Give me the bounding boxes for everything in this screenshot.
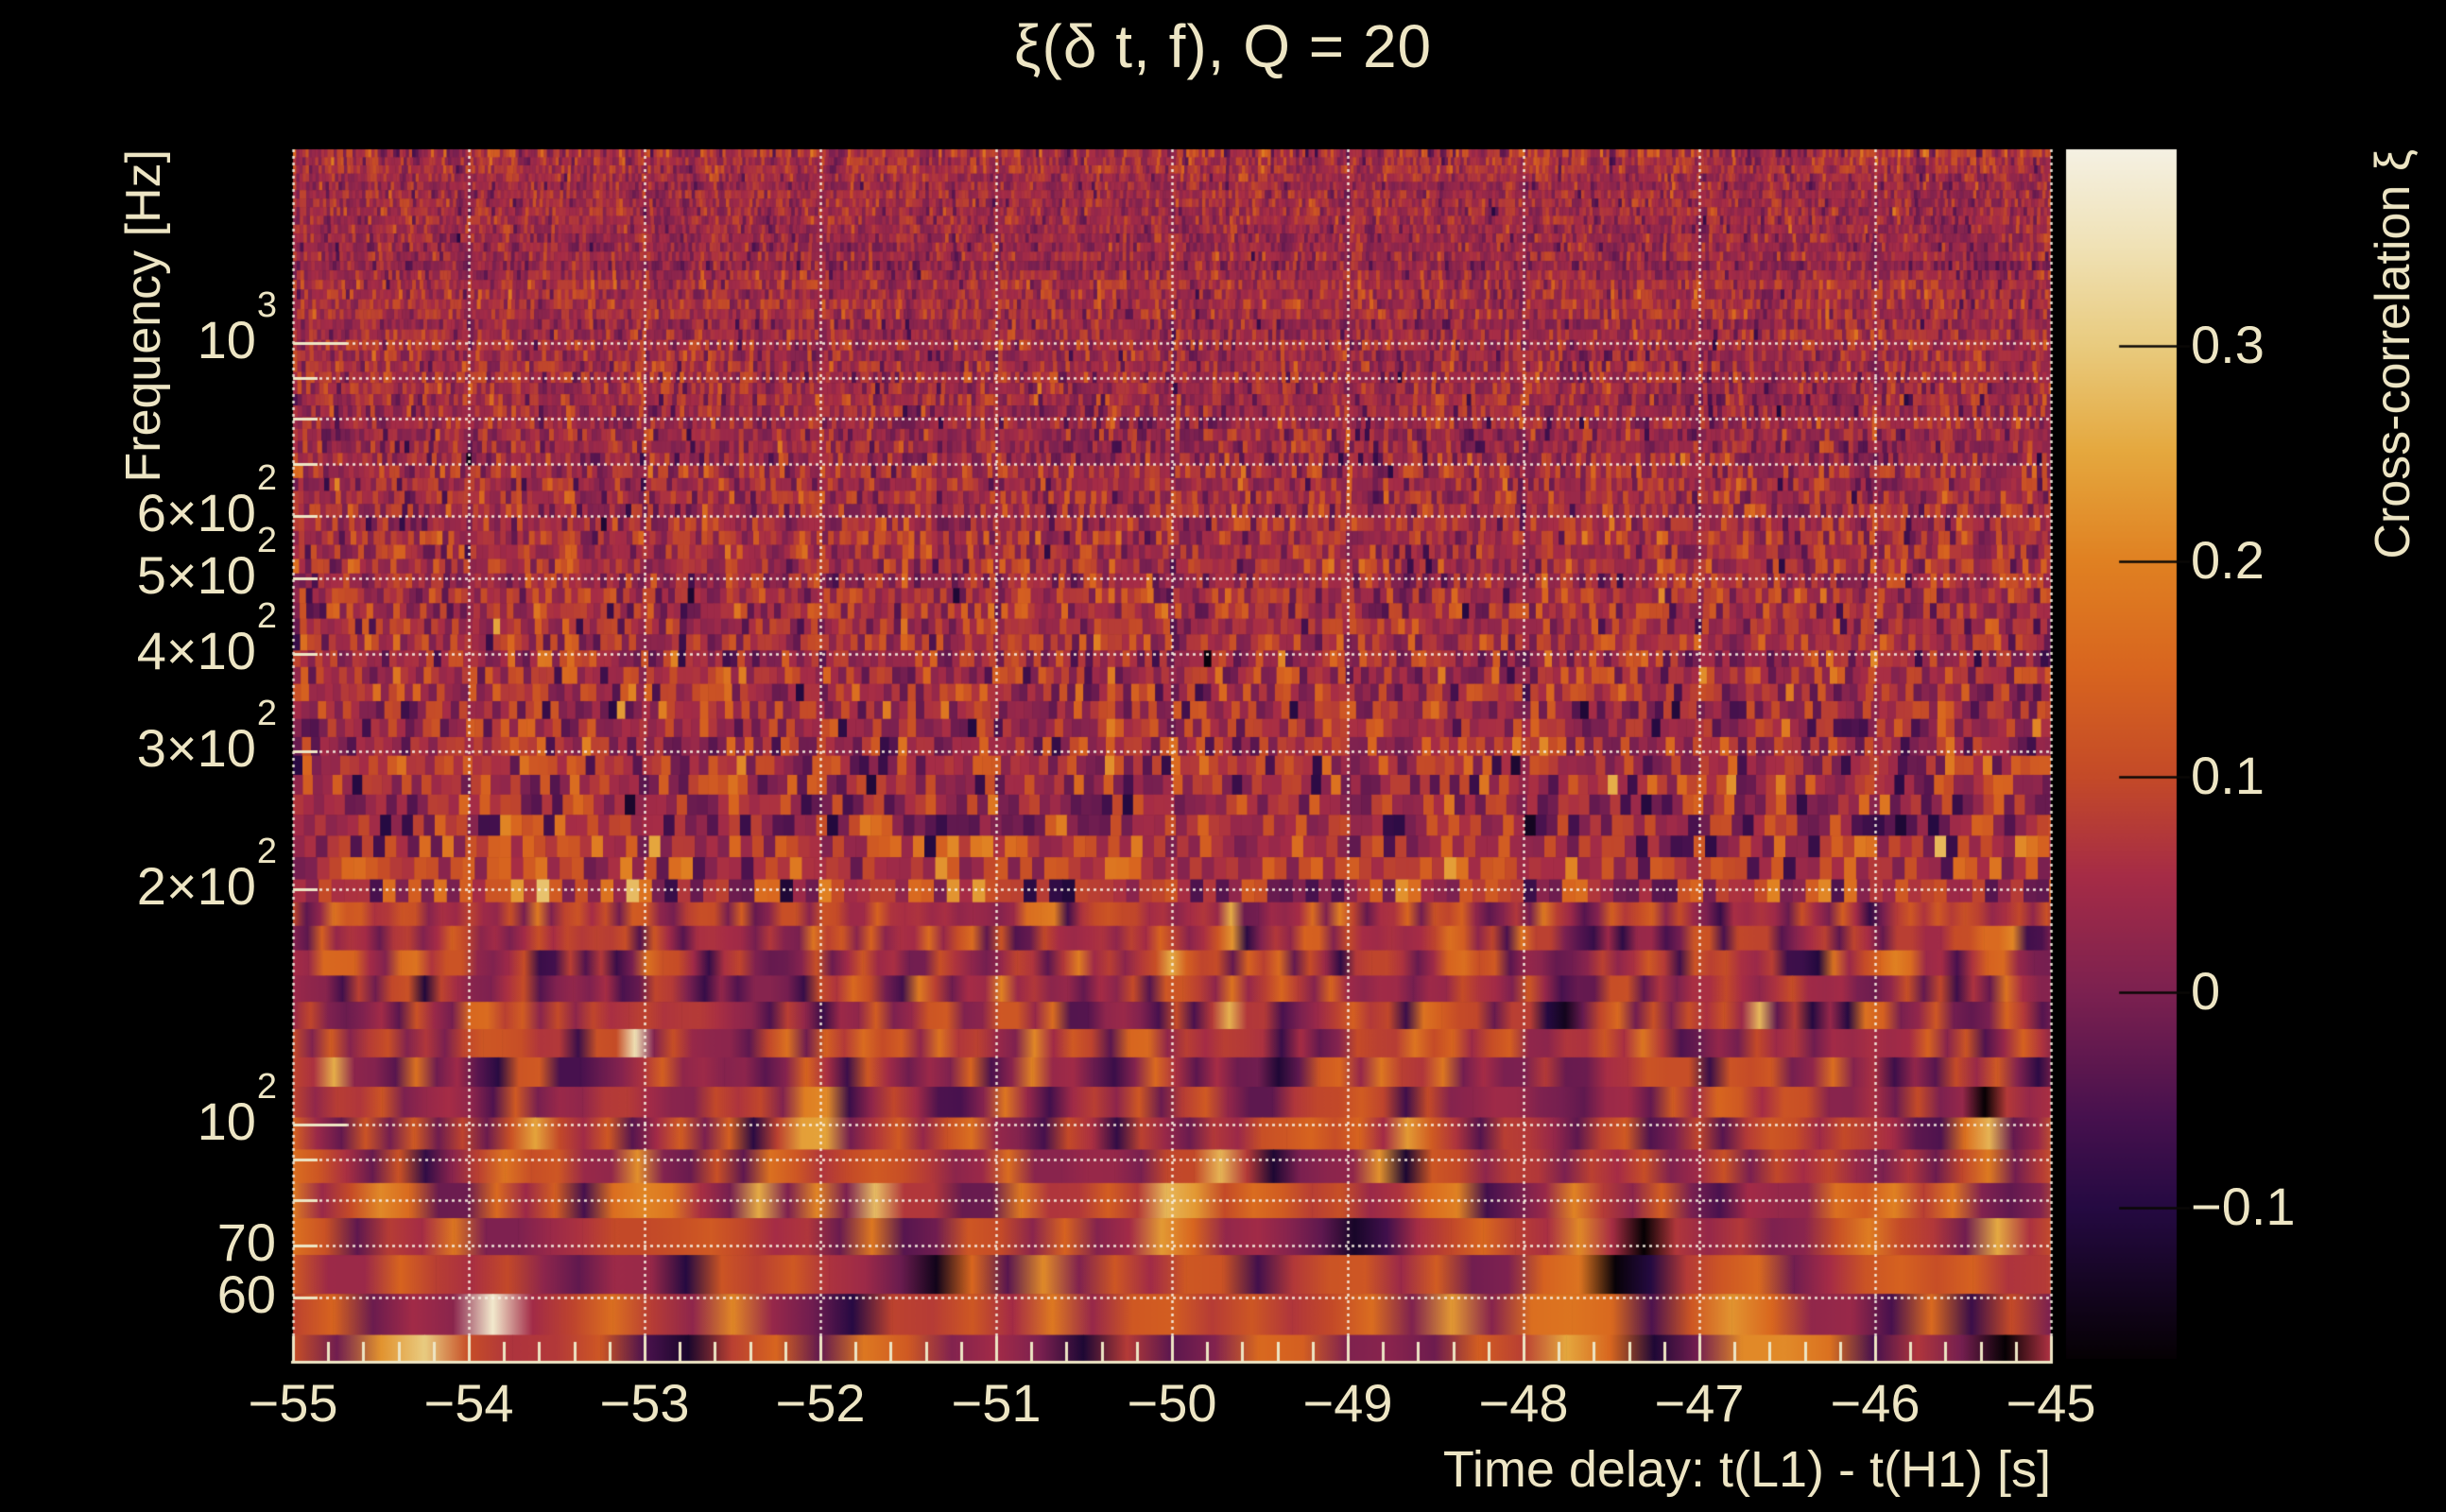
colorbar-tick-label: −0.1 <box>2191 1177 2296 1237</box>
x-tick-label: −48 <box>1478 1373 1569 1433</box>
x-tick-label: −50 <box>1127 1373 1217 1433</box>
x-tick-label: −49 <box>1302 1373 1393 1433</box>
y-tick-label: 60 <box>216 1264 276 1325</box>
x-tick-label: −47 <box>1654 1373 1745 1433</box>
x-tick-label: −51 <box>951 1373 1042 1433</box>
y-tick-exponent: 2 <box>256 694 277 734</box>
colorbar-tick-label: 0.2 <box>2191 529 2265 590</box>
y-tick-exponent: 2 <box>256 596 277 637</box>
x-axis-title: Time delay: t(L1) - t(H1) [s] <box>1442 1441 2051 1498</box>
y-tick-exponent: 3 <box>256 285 277 325</box>
colorbar-tick-label: 0 <box>2191 961 2221 1022</box>
x-tick-label: −45 <box>2006 1373 2096 1433</box>
y-tick-label: 4×102 <box>136 596 277 680</box>
y-tick-label: 5×102 <box>136 520 277 605</box>
colorbar-title: Cross-correlation ξ <box>2366 149 2420 559</box>
colorbar-tick-label: 0.3 <box>2191 314 2265 374</box>
y-tick-label: 6×102 <box>136 458 277 543</box>
y-tick-label: 3×102 <box>136 694 277 779</box>
y-tick-exponent: 2 <box>256 520 277 560</box>
chart-title: ξ(δ t, f), Q = 20 <box>1013 12 1433 80</box>
y-tick-label: 70 <box>216 1211 276 1272</box>
y-tick-label: 103 <box>197 285 277 369</box>
x-tick-label: −46 <box>1830 1373 1921 1433</box>
y-tick-exponent: 2 <box>256 832 277 872</box>
colorbar-tick-label: 0.1 <box>2191 745 2265 805</box>
y-tick-exponent: 2 <box>256 458 277 499</box>
y-tick-label: 102 <box>197 1066 277 1151</box>
x-tick-label: −52 <box>775 1373 866 1433</box>
x-tick-label: −55 <box>248 1373 338 1433</box>
x-tick-label: −54 <box>423 1373 514 1433</box>
y-tick-label: 2×102 <box>136 832 277 916</box>
y-tick-exponent: 2 <box>256 1066 277 1107</box>
x-tick-label: −53 <box>599 1373 690 1433</box>
